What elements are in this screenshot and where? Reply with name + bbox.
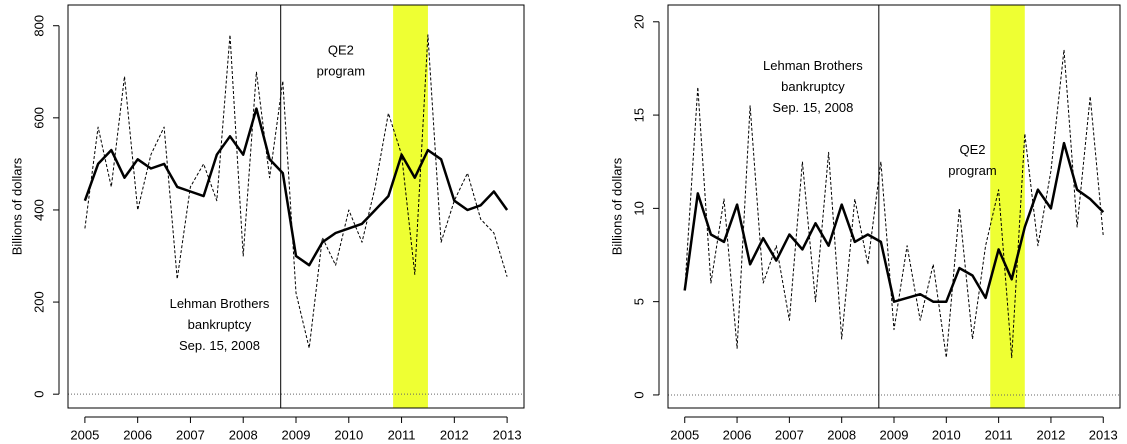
annotation: bankruptcy [188, 317, 252, 332]
y-tick-label: 0 [31, 391, 46, 398]
y-tick-label: 5 [631, 298, 646, 305]
x-tick-label: 2006 [723, 427, 752, 442]
y-tick-label: 400 [31, 199, 46, 221]
y-axis-label: Billions of dollars [9, 157, 24, 255]
annotation: QE2 [328, 42, 354, 57]
x-tick-label: 2009 [282, 427, 311, 442]
annotation: Lehman Brothers [763, 58, 863, 73]
y-axis-label: Billions of dollars [609, 157, 624, 255]
plot-box [667, 4, 1121, 409]
x-tick-label: 2013 [1089, 427, 1118, 442]
annotation: program [317, 63, 365, 78]
x-tick-label: 2005 [70, 427, 99, 442]
series-line [84, 34, 508, 349]
y-tick-label: 0 [631, 391, 646, 398]
y-tick-label: 15 [631, 108, 646, 122]
annotation: Sep. 15, 2008 [179, 338, 260, 353]
x-tick-label: 2006 [123, 427, 152, 442]
qe2-band [990, 5, 1025, 408]
annotation: Sep. 15, 2008 [772, 100, 853, 115]
annotation: Lehman Brothers [170, 296, 270, 311]
series-line [683, 141, 1105, 303]
series-line [684, 49, 1104, 359]
x-tick-label: 2007 [775, 427, 804, 442]
x-tick-label: 2008 [827, 427, 856, 442]
annotation: bankruptcy [781, 79, 845, 94]
x-tick-label: 2009 [880, 427, 909, 442]
y-tick-label: 20 [631, 15, 646, 29]
x-tick-label: 2010 [932, 427, 961, 442]
panel: 2005 2006 2007 2008 2009 2010 2011 2012 2013 0 200… [9, 4, 525, 442]
x-tick-label: 2007 [176, 427, 205, 442]
y-tick-label: 600 [31, 107, 46, 129]
x-tick-label: 2011 [388, 427, 416, 442]
qe2-band [393, 5, 428, 408]
panel: 2005 2006 2007 2008 2009 2010 2011 2012 2013 0 5 10… [609, 4, 1121, 442]
series-line [83, 107, 509, 267]
x-tick-label: 2008 [229, 427, 258, 442]
annotation: QE2 [959, 142, 985, 157]
x-tick-label: 2005 [670, 427, 699, 442]
x-tick-label: 2013 [493, 427, 522, 442]
y-tick-label: 10 [631, 201, 646, 215]
x-tick-label: 2011 [985, 427, 1013, 442]
plot-box [67, 4, 525, 409]
annotation: program [948, 163, 996, 178]
x-tick-label: 2010 [334, 427, 363, 442]
y-tick-label: 200 [31, 291, 46, 313]
x-tick-label: 2012 [440, 427, 469, 442]
y-tick-label: 800 [31, 15, 46, 37]
x-tick-label: 2012 [1036, 427, 1065, 442]
